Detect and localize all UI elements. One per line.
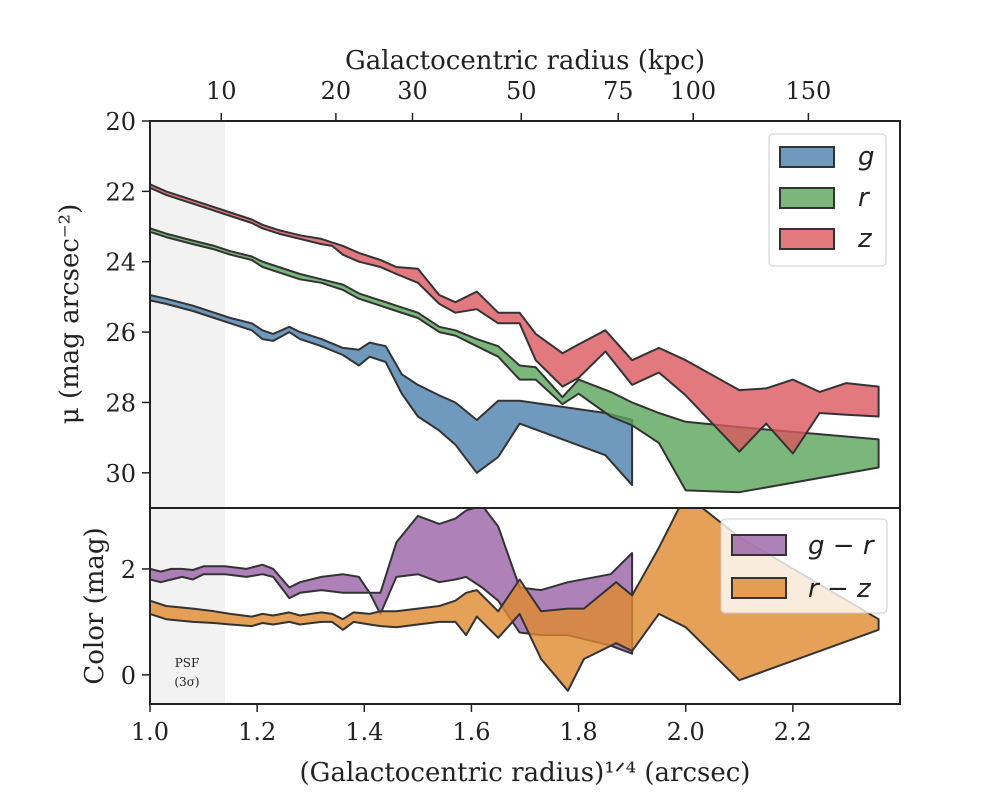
top-x-tick-label: 75 xyxy=(603,77,634,105)
legend-label-r: r xyxy=(858,183,871,213)
series-band-g xyxy=(150,294,634,487)
legend-label-g: g xyxy=(858,142,875,172)
bottom-legend: g − r r − z xyxy=(720,518,888,614)
top-x-tick-label: 100 xyxy=(670,77,716,105)
series-band-z xyxy=(150,183,880,455)
legend-swatch-r xyxy=(779,187,835,209)
top-panel-series xyxy=(150,183,880,494)
bottom-panel-series xyxy=(150,508,880,692)
legend-label-z: z xyxy=(857,224,873,254)
y-tick-label-top: 30 xyxy=(105,460,136,488)
x-tick-label: 1.6 xyxy=(452,718,490,746)
x-tick-label: 2.0 xyxy=(667,718,705,746)
x-tick-label: 1.8 xyxy=(559,718,597,746)
legend-swatch-g-r xyxy=(731,534,787,556)
psf-annotation-line1: PSF xyxy=(175,656,200,670)
x-tick-label: 1.2 xyxy=(238,718,276,746)
bottom-y-axis-label: Color (mag) xyxy=(80,527,110,684)
legend-swatch-r-z xyxy=(731,577,787,599)
y-tick-label-bottom: 0 xyxy=(121,662,136,690)
legend-label-g-r: g − r xyxy=(808,531,876,561)
y-tick-label-top: 28 xyxy=(105,389,136,417)
series-band-r xyxy=(150,227,880,494)
top-legend: g r z xyxy=(768,133,887,267)
top-x-tick-label: 20 xyxy=(321,77,352,105)
top-x-axis-label: Galactocentric radius (kpc) xyxy=(345,46,705,76)
y-tick-label-top: 24 xyxy=(105,249,136,277)
legend-label-r-z: r − z xyxy=(808,574,872,604)
top-y-axis-label: μ (mag arcsec⁻²) xyxy=(55,204,85,424)
top-x-tick-label: 10 xyxy=(206,77,237,105)
top-x-tick-label: 30 xyxy=(397,77,428,105)
top-x-tick-label: 50 xyxy=(506,77,537,105)
bottom-panel-frame xyxy=(149,507,901,705)
y-tick-label-top: 26 xyxy=(105,319,136,347)
series-band-rz xyxy=(150,508,880,692)
x-tick-label: 1.0 xyxy=(131,718,169,746)
y-tick-label-top: 22 xyxy=(105,178,136,206)
legend-swatch-g xyxy=(779,146,835,168)
axis-ticks: 20 22 24 26 28 30 10 20 30 50 75 100 150 0 2 1.0 1.2 1.4 1… xyxy=(105,77,831,746)
y-tick-label-bottom: 2 xyxy=(121,556,136,584)
bottom-x-axis-label: (Galactocentric radius)¹ᐟ⁴ (arcsec) xyxy=(300,758,751,788)
x-tick-label: 2.2 xyxy=(774,718,812,746)
x-tick-label: 1.4 xyxy=(345,718,383,746)
y-tick-label-top: 20 xyxy=(105,108,136,136)
psf-annotation-line2: (3σ) xyxy=(174,675,199,689)
top-x-tick-label: 150 xyxy=(785,77,831,105)
legend-swatch-z xyxy=(779,228,835,250)
